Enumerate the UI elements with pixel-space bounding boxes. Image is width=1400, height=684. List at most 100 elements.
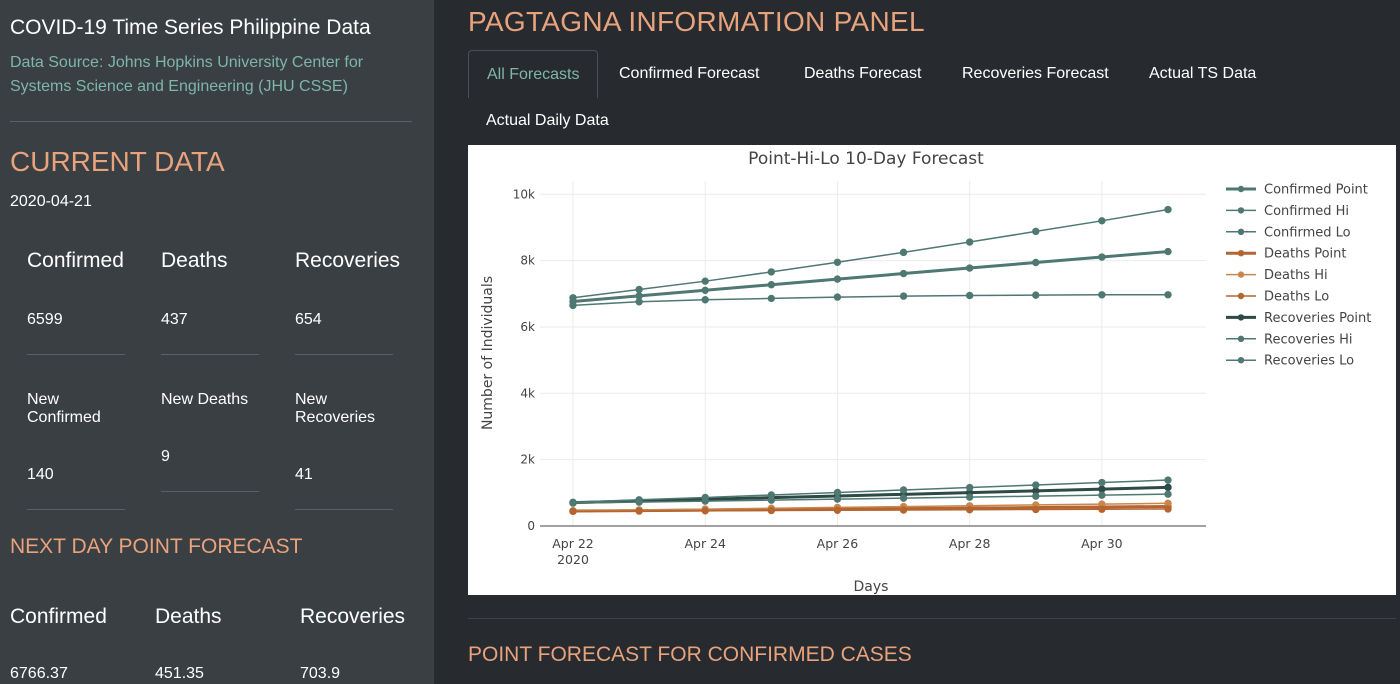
series-line	[572, 250, 1169, 304]
data-point	[701, 507, 709, 515]
section-divider	[468, 618, 1396, 619]
data-point	[1032, 258, 1040, 267]
stat-divider	[295, 509, 393, 510]
data-point	[965, 264, 974, 272]
data-point	[965, 238, 974, 246]
series-line	[572, 294, 1168, 307]
data-point	[569, 499, 577, 507]
y-tick-label: 10k	[513, 187, 535, 201]
legend-marker	[1237, 314, 1245, 321]
confirmed-forecast-title: POINT FORECAST FOR CONFIRMED CASES	[468, 643, 912, 666]
legend-label: Confirmed Lo	[1264, 225, 1351, 240]
data-point	[701, 497, 709, 505]
tab-actual-ts-data[interactable]: Actual TS Data	[1149, 65, 1257, 82]
data-point	[767, 294, 776, 303]
data-point	[569, 294, 577, 302]
data-point	[833, 275, 842, 283]
data-point	[833, 488, 842, 497]
legend-label: Recoveries Lo	[1264, 354, 1354, 369]
data-point	[1032, 227, 1040, 236]
current-confirmed-label: Confirmed	[27, 249, 124, 272]
data-point	[965, 483, 974, 492]
legend-label: Deaths Hi	[1264, 268, 1328, 283]
data-point	[635, 285, 643, 294]
series-line	[572, 479, 1169, 504]
series-line	[572, 508, 1169, 513]
data-point	[1164, 505, 1172, 513]
y-tick-label: 2k	[520, 453, 535, 467]
data-point	[1164, 291, 1172, 299]
x-tick-label: Apr 24	[684, 536, 726, 551]
data-point	[965, 493, 974, 501]
current-deaths-label: Deaths	[161, 249, 228, 272]
series-line	[572, 485, 1169, 505]
data-point	[1098, 253, 1106, 261]
current-recoveries-value: 654	[295, 311, 322, 328]
data-point	[1098, 291, 1106, 299]
current-deaths-value: 437	[161, 311, 188, 328]
current-confirmed-value: 6599	[27, 311, 63, 328]
panel-title: PAGTAGNA INFORMATION PANEL	[468, 6, 925, 37]
legend-label: Confirmed Hi	[1264, 204, 1349, 219]
series-line	[572, 502, 1169, 512]
tab-recoveries-forecast[interactable]: Recoveries Forecast	[962, 65, 1109, 82]
data-point	[1032, 481, 1040, 489]
stat-divider	[161, 491, 259, 492]
legend-marker	[1237, 335, 1245, 342]
y-axis-title: Number of Individuals	[480, 276, 496, 430]
data-point	[701, 296, 709, 304]
x-tick-label: Apr 28	[949, 536, 991, 551]
tab-deaths-forecast[interactable]: Deaths Forecast	[804, 65, 922, 82]
data-point	[1164, 490, 1172, 498]
app-title: COVID-19 Time Series Philippine Data	[10, 16, 371, 39]
y-tick-label: 6k	[520, 320, 535, 334]
current-date: 2020-04-21	[10, 193, 92, 210]
legend-marker	[1237, 185, 1245, 193]
new-recoveries-label: New Recoveries	[295, 391, 376, 426]
current-data-title: CURRENT DATA	[10, 146, 225, 177]
data-point	[701, 286, 709, 295]
tab-actual-daily-data[interactable]: Actual Daily Data	[486, 112, 609, 129]
new-confirmed-label: New Confirmed	[27, 391, 101, 426]
sidebar-divider	[10, 121, 412, 122]
data-point	[569, 507, 577, 516]
chart-title: Point-Hi-Lo 10-Day Forecast	[748, 149, 984, 169]
data-point	[1098, 491, 1106, 499]
legend-label: Recoveries Point	[1264, 311, 1371, 326]
data-point	[1164, 247, 1172, 256]
series-line	[572, 208, 1169, 299]
data-point	[701, 277, 709, 285]
data-point	[899, 292, 908, 300]
x-axis-title: Days	[854, 579, 889, 595]
tab-all-forecasts[interactable]: All Forecasts	[468, 50, 599, 98]
stat-divider	[161, 354, 259, 355]
data-point	[899, 494, 908, 502]
data-point	[899, 248, 908, 257]
data-point	[767, 268, 776, 276]
data-point	[899, 506, 908, 514]
data-point	[965, 506, 974, 514]
next-confirmed-value: 6766.37	[10, 665, 68, 682]
legend-label: Confirmed Point	[1264, 183, 1368, 198]
data-point	[1164, 483, 1172, 492]
legend-marker	[1237, 228, 1245, 235]
next-confirmed-label: Confirmed	[10, 605, 107, 628]
legend-marker	[1237, 271, 1245, 278]
x-tick-label: Apr 22	[552, 536, 594, 551]
tab-confirmed-forecast[interactable]: Confirmed Forecast	[619, 65, 760, 82]
x-tick-label: 2020	[557, 552, 589, 567]
data-point	[833, 258, 842, 266]
data-point	[1098, 478, 1106, 487]
legend-marker	[1237, 292, 1245, 300]
legend-marker	[1237, 357, 1245, 364]
forecast-chart[interactable]: 0 2k 4k 6k 8k 10k Apr 22 2020 Apr 24 Apr 26 Apr 28…	[468, 145, 1396, 595]
y-tick-label: 4k	[520, 386, 535, 400]
legend-label: Deaths Point	[1264, 247, 1347, 262]
data-source-link[interactable]: Data Source: Johns Hopkins University Ce…	[10, 54, 364, 95]
next-deaths-label: Deaths	[155, 605, 222, 628]
legend-label: Recoveries Hi	[1264, 332, 1353, 347]
next-recoveries-label: Recoveries	[300, 605, 406, 628]
current-recoveries-label: Recoveries	[295, 249, 401, 272]
legend-marker	[1237, 250, 1245, 257]
